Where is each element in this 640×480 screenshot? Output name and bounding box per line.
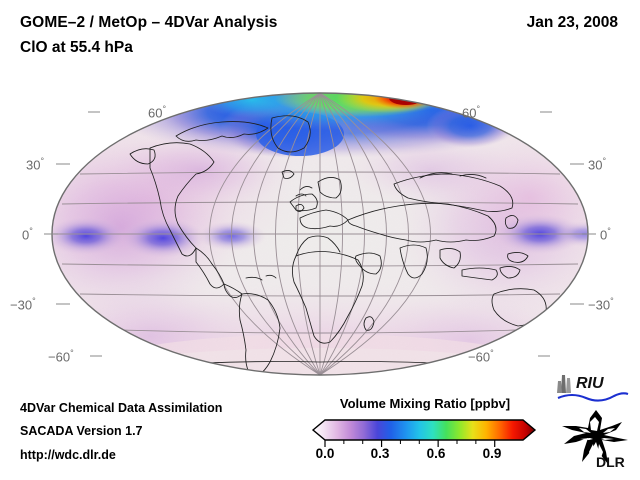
dlr-logo: DLR [562, 410, 628, 470]
lat-label-left-60: 60° [148, 104, 167, 121]
colorbar-tick-1: 0.3 [370, 446, 390, 461]
dlr-bird-icon [562, 410, 628, 464]
lat-label-left-minus60: −60° [48, 348, 74, 365]
riu-logo-text: RIU [576, 375, 604, 392]
colorbar-ticks [324, 440, 496, 447]
lat-label-right-30: 30° [588, 156, 607, 173]
date-label: Jan 23, 2008 [526, 14, 618, 31]
lat-label-left-30: 30° [26, 156, 45, 173]
lat-label-right-minus60: −60° [468, 348, 494, 365]
colorbar: Volume Mixing Ratio [ppbv] 0.0 0.3 0.6 0… [300, 396, 550, 472]
page-subtitle: ClO at 55.4 hPa [20, 39, 133, 56]
lat-label-right-60: 60° [462, 104, 481, 121]
riu-wave-icon [557, 392, 629, 402]
colorbar-tick-2: 0.6 [426, 446, 446, 461]
dlr-logo-text: DLR [596, 454, 625, 470]
lat-label-left-0: 0° [22, 226, 33, 243]
footer-line-url[interactable]: http://wdc.dlr.de [20, 448, 116, 462]
colorbar-gradient [311, 419, 537, 441]
world-map: 60° 30° 0° −30° −60° 60° 30° 0° −30° −60… [0, 78, 640, 388]
footer-line-version: SACADA Version 1.7 [20, 424, 143, 438]
page-title: GOME–2 / MetOp – 4DVar Analysis [20, 14, 278, 31]
lat-label-right-minus30: −30° [588, 296, 614, 313]
lat-label-right-0: 0° [600, 226, 611, 243]
colorbar-title: Volume Mixing Ratio [ppbv] [339, 396, 511, 411]
colorbar-tick-3: 0.9 [482, 446, 502, 461]
riu-logo: RIU [557, 375, 629, 402]
dlr-bird-cuts [579, 417, 615, 458]
riu-tower-icon [557, 375, 571, 393]
map-data-field [52, 93, 588, 375]
mollweide-map-svg [44, 92, 596, 376]
colorbar-svg [311, 419, 537, 447]
colorbar-tick-0: 0.0 [315, 446, 335, 461]
lat-ticks [44, 111, 596, 357]
lat-label-left-minus30: −30° [10, 296, 36, 313]
footer-line-assimilation: 4DVar Chemical Data Assimilation [20, 401, 223, 415]
